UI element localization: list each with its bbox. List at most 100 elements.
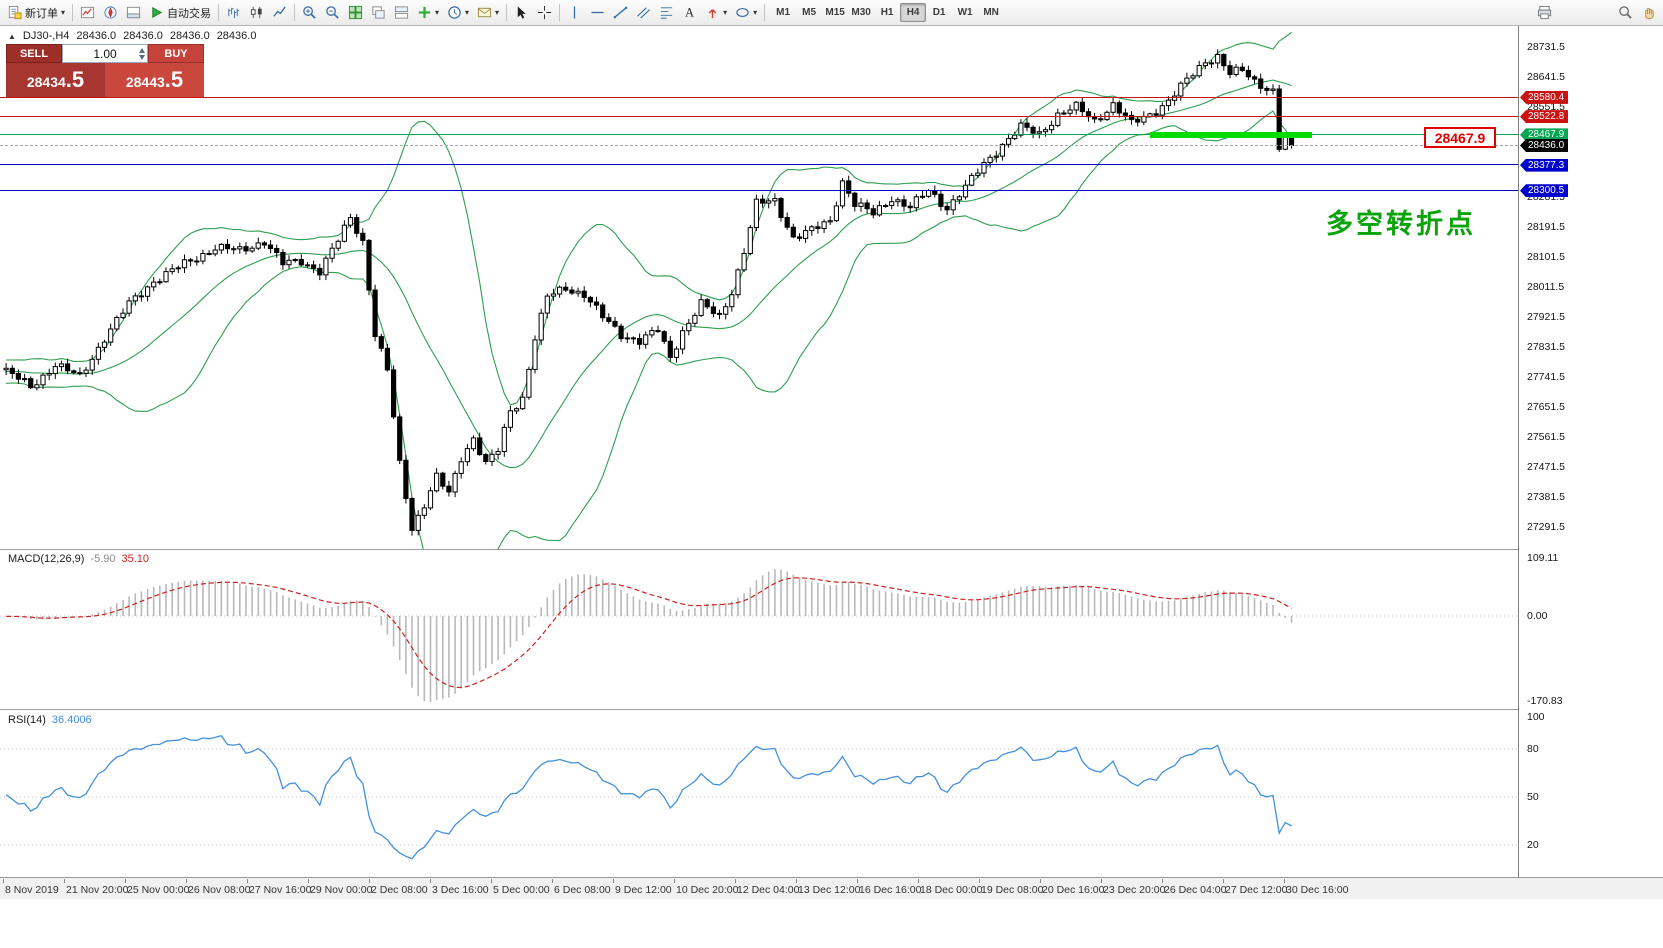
cross-icon [537,5,552,20]
text-button[interactable]: A [678,2,701,23]
buy-button[interactable]: BUY [148,44,204,63]
play-icon [149,5,164,20]
chart-symbol-period: DJ30-,H4 [22,30,70,42]
arrange-windows-button[interactable] [390,2,413,23]
timeframe-h4[interactable]: H4 [900,3,927,22]
horizontal-level-28436.0[interactable] [0,145,1518,146]
timeframe-w1[interactable]: W1 [957,7,973,18]
ohlc-low: 28436.0 [169,30,210,42]
fibonacci-button[interactable] [655,2,678,23]
time-axis-label: 2 Dec 08:00 [371,884,428,896]
templates-button[interactable]: ▾ [473,2,503,23]
time-tick [613,879,614,883]
volume-spinner[interactable] [139,48,145,60]
search-button[interactable] [1614,2,1637,23]
toolbar-separator [764,4,766,21]
horizontal-level-28467.9[interactable] [0,134,1518,136]
one-click-collapse-icon[interactable]: ▲ [8,31,16,41]
buy-price[interactable]: 28443.5 [105,63,204,97]
trendline-button[interactable] [609,2,632,23]
rsi-canvas[interactable] [0,711,1518,875]
cursor-icon [514,5,529,20]
horizontal-level-28377.3[interactable] [0,164,1518,166]
time-tick [247,879,248,883]
caret-down-icon: ▾ [465,7,470,17]
horizontal-level-28300.5[interactable] [0,189,1518,191]
zoomin-icon [302,5,317,20]
one-click-trading-panel: SELL 1.00 BUY 28434.5 28443.5 [6,44,204,97]
time-tick [369,879,370,883]
main-chart-canvas[interactable] [0,26,1518,549]
ohlc-open: 28436.0 [76,30,117,42]
spinner-down-icon[interactable] [139,55,145,60]
auto-trading-button[interactable]: 自动交易 [145,2,215,23]
terminal-button[interactable] [122,2,145,23]
timeframe-mn[interactable]: MN [983,7,999,18]
time-tick [491,879,492,883]
time-tick [186,879,187,883]
toolbar-separator [72,4,74,21]
arrow-marker-button[interactable]: ▾ [701,2,731,23]
toolbar-separator [559,4,561,21]
horizontal-level-28580.4[interactable] [0,96,1518,98]
line-chart-button[interactable] [268,2,291,23]
channel-button[interactable] [632,2,655,23]
tile-windows-button[interactable] [344,2,367,23]
cascade-icon [371,5,386,20]
new-order-button[interactable]: 新订单 ▾ [3,2,69,23]
hand-button[interactable] [1637,2,1660,23]
time-axis-label: 3 Dec 16:00 [432,884,489,896]
time-tick [552,879,553,883]
toolbar-separator [506,4,508,21]
time-tick [735,879,736,883]
candlestick-chart-button[interactable] [245,2,268,23]
market-watch-button[interactable] [76,2,99,23]
panel-separator[interactable] [0,549,1663,550]
timeframe-m5[interactable]: M5 [802,7,817,18]
caret-down-icon: ▾ [61,7,66,17]
shapes-button[interactable]: ▾ [731,2,761,23]
bar-chart-button[interactable] [222,2,245,23]
sell-price[interactable]: 28434.5 [6,63,105,97]
horizontal-level-28522.8[interactable] [0,115,1518,117]
caret-down-icon: ▾ [495,7,500,17]
price-axis[interactable]: 28580.4 28522.8 28467.9 28436.0 28377.3 28300… [1518,26,1663,877]
price-axis-label: 28551.5 [1527,101,1565,113]
cascade-windows-button[interactable] [367,2,390,23]
cursor-button[interactable] [510,2,533,23]
spinner-up-icon[interactable] [139,48,145,53]
time-axis-label: 16 Dec 16:00 [859,884,922,896]
new-order-button-label: 新订单 [25,7,58,20]
periods-button[interactable]: ▾ [443,2,473,23]
timeframe-m30[interactable]: M30 [851,7,871,18]
horizontal-line-button[interactable] [586,2,609,23]
panel-separator[interactable] [0,709,1663,710]
time-axis-label: 29 Nov 00:00 [310,884,373,896]
add-indicator-button[interactable]: ▾ [413,2,443,23]
zoom-in-button[interactable] [298,2,321,23]
zoom-out-button[interactable] [321,2,344,23]
chart-annotation: 多空转折点 [1326,209,1476,239]
time-tick [1284,879,1285,883]
time-tick [3,879,4,883]
print-button[interactable] [1533,2,1556,23]
timeframe-d1[interactable]: D1 [932,7,946,18]
timeframe-m1[interactable]: M1 [776,7,791,18]
timeframe-m15[interactable]: M15 [825,7,845,18]
highlight-segment[interactable] [1150,131,1312,138]
vertical-line-button[interactable] [563,2,586,23]
crosshair-button[interactable] [533,2,556,23]
timeframe-h1[interactable]: H1 [880,7,894,18]
sell-button[interactable]: SELL [6,44,62,63]
time-tick [430,879,431,883]
vline-icon [567,5,582,20]
time-axis-label: 9 Dec 12:00 [615,884,672,896]
navigator-button[interactable] [99,2,122,23]
time-axis[interactable]: 8 Nov 2019 21 Nov 20:00 25 Nov 00:00 26 Nov… [0,877,1663,899]
macd-axis-label: -170.83 [1527,695,1563,707]
candles-icon [249,5,264,20]
macd-canvas[interactable] [0,550,1518,709]
volume-input[interactable]: 1.00 [62,44,148,63]
sell-price-main: 28434 [26,74,66,90]
